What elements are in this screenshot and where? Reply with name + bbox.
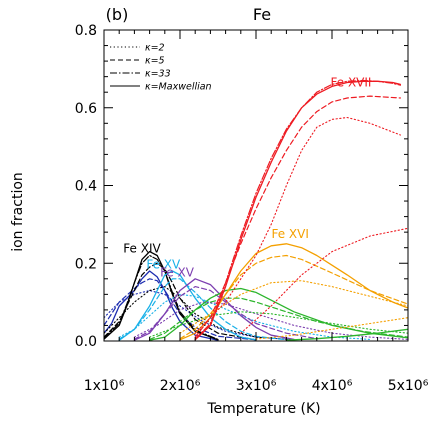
series-line-fe-xv-kappa-maxwellian-7: [118, 270, 257, 341]
series-line-fe-xvi-kappa-5-14: [149, 297, 408, 340]
series-line-fe-xiv-kappa-5-5: [104, 262, 257, 341]
series-line-fe-xiii-kappa-maxwellian-0: [104, 270, 219, 341]
x-axis-label: Temperature (K): [206, 401, 320, 417]
series-line-fe-xvi-kappa-5-17: [179, 254, 408, 340]
series-line-fe-xvii-kappa-2-22: [194, 116, 401, 334]
series-line-fe-xiii-kappa-2-2: [104, 289, 295, 341]
series-line-fe-xvi-kappa-2-15: [149, 311, 408, 338]
series-line-fe-xv-kappa-2-9: [118, 293, 371, 340]
y-axis-label: ion fraction: [10, 172, 26, 252]
ion-label-fe-xvi-1: Fe XVI: [271, 227, 308, 241]
y-tick-label-2: 0.4: [75, 179, 97, 195]
series-line-fe-xv-kappa-5-8: [118, 278, 287, 341]
series-line-fe-xvii-kappa-5-21: [194, 95, 401, 338]
y-tick-label-1: 0.2: [75, 256, 97, 272]
tick-labels: 1x10⁶ 2x10⁶ 3x10⁶ 4x10⁶ 5x10⁶ 0.0 0.2 0.4 0.6 0.8: [75, 23, 429, 394]
series-line-fe-xv-kappa-5-11: [133, 286, 318, 340]
series-line-fe-xiv-kappa-33-4: [104, 254, 219, 340]
series-line-fe-xviii-kappa-maxwellian-23: [285, 328, 408, 341]
panel-label: (b): [106, 5, 129, 24]
legend-label-2: κ=33: [145, 69, 171, 80]
ion-label-fe-xv-4: Fe XV: [160, 266, 195, 280]
ion-label-fe-xvii-0: Fe XVII: [331, 75, 372, 89]
axis-ticks: [103, 29, 409, 342]
y-tick-label-4: 0.8: [75, 23, 97, 39]
x-tick-label-2: 3x10⁶: [236, 378, 277, 394]
x-tick-label-3: 4x10⁶: [312, 378, 353, 394]
y-tick-label-0: 0.0: [75, 334, 97, 350]
series-line-fe-xviii-kappa-2-24: [255, 317, 408, 340]
x-tick-label-0: 1x10⁶: [84, 378, 125, 394]
ion-label-fe-xv-3: Fe XV: [146, 258, 181, 272]
ion-label-fe-xiv-2: Fe XIV: [123, 241, 161, 255]
x-tick-label-1: 2x10⁶: [160, 378, 201, 394]
legend-label-3: κ=Maxwellian: [145, 82, 212, 93]
y-tick-label-3: 0.6: [75, 101, 97, 117]
legend-label-1: κ=5: [145, 56, 165, 67]
chart-title: Fe: [253, 5, 271, 24]
series-line-fe-xvi-kappa-maxwellian-13: [148, 287, 408, 341]
series-line-fe-xviii-kappa-2-25: [240, 227, 408, 334]
data-curves: [104, 79, 408, 341]
series-line-fe-xv-kappa-2-12: [133, 301, 408, 340]
series-line-fe-xvii-kappa-33-20: [194, 79, 401, 340]
legend: κ=2 κ=5 κ=33 κ=Maxwellian: [110, 43, 212, 93]
legend-label-0: κ=2: [145, 43, 165, 54]
series-line-fe-xvi-kappa-maxwellian-16: [179, 243, 408, 341]
x-tick-label-4: 5x10⁶: [388, 378, 429, 394]
